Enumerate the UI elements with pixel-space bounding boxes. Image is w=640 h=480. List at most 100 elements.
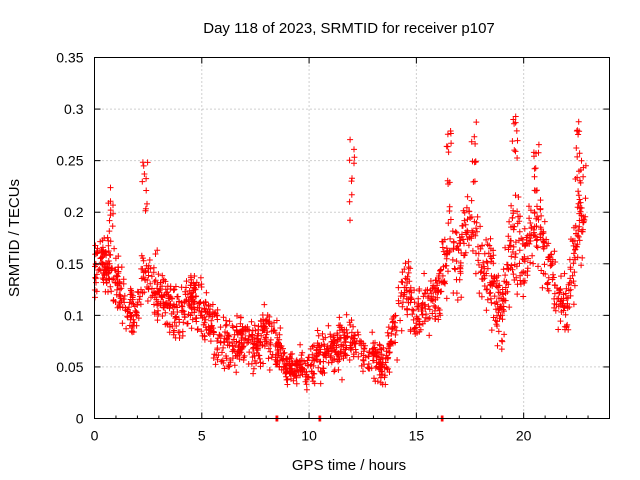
data-point xyxy=(376,341,383,348)
data-point xyxy=(507,242,514,249)
data-point xyxy=(290,377,297,384)
data-point xyxy=(110,275,117,282)
data-point xyxy=(274,334,281,341)
data-point xyxy=(477,269,484,276)
data-point xyxy=(551,290,558,297)
data-point xyxy=(265,355,272,362)
data-point xyxy=(473,119,480,126)
data-point xyxy=(509,138,516,145)
data-point xyxy=(508,262,515,269)
data-point xyxy=(475,257,482,264)
data-point xyxy=(552,307,559,314)
data-point xyxy=(415,303,422,310)
data-point xyxy=(492,317,499,324)
data-point xyxy=(531,153,537,160)
data-point xyxy=(453,245,460,251)
data-point xyxy=(510,271,517,278)
data-point xyxy=(134,299,141,306)
data-point xyxy=(134,302,141,308)
data-point xyxy=(325,350,332,357)
data-point xyxy=(520,293,527,300)
data-point xyxy=(512,119,519,126)
data-point xyxy=(111,266,118,273)
data-point xyxy=(159,313,166,319)
data-point xyxy=(571,237,578,244)
data-point xyxy=(498,337,505,344)
data-point xyxy=(303,371,310,378)
data-point xyxy=(135,315,142,322)
data-point xyxy=(434,294,441,301)
data-point xyxy=(432,313,439,320)
data-point xyxy=(110,210,117,217)
data-point xyxy=(557,318,564,325)
data-point xyxy=(373,352,380,359)
data-point xyxy=(347,136,354,143)
data-point xyxy=(230,324,237,331)
data-point xyxy=(478,293,485,300)
data-point xyxy=(270,327,277,334)
data-point xyxy=(314,352,321,359)
data-point xyxy=(251,357,258,364)
data-point xyxy=(484,296,491,303)
data-point xyxy=(394,357,401,363)
data-point xyxy=(432,304,439,311)
data-point xyxy=(219,357,226,364)
data-point xyxy=(414,329,420,336)
data-point xyxy=(576,196,583,203)
data-point xyxy=(138,286,144,293)
data-point xyxy=(118,264,125,271)
data-point xyxy=(197,312,204,319)
data-point xyxy=(102,288,109,295)
data-point xyxy=(460,252,467,259)
data-point xyxy=(582,213,589,220)
data-point xyxy=(110,202,116,209)
data-point xyxy=(373,348,380,355)
data-point xyxy=(142,205,149,212)
chart-title: Day 118 of 2023, SRMTID for receiver p10… xyxy=(203,20,495,37)
data-point xyxy=(453,290,460,297)
data-point xyxy=(509,249,516,255)
data-point xyxy=(224,342,231,349)
data-point xyxy=(541,261,548,268)
data-point xyxy=(419,320,426,327)
data-point xyxy=(233,327,240,334)
data-point xyxy=(127,285,134,292)
data-point xyxy=(101,272,108,279)
data-point xyxy=(99,237,106,244)
data-point xyxy=(515,213,522,220)
data-point xyxy=(502,290,509,297)
data-point xyxy=(506,304,513,311)
data-point xyxy=(163,320,170,327)
data-point xyxy=(134,288,141,295)
data-point xyxy=(106,217,113,224)
data-point xyxy=(468,138,475,145)
data-point xyxy=(451,265,458,272)
data-point xyxy=(395,300,402,307)
data-point xyxy=(323,346,330,353)
data-point xyxy=(447,216,454,223)
data-point xyxy=(454,297,461,303)
data-point xyxy=(506,242,513,249)
data-point xyxy=(146,257,153,263)
data-point xyxy=(527,259,534,266)
data-point xyxy=(446,247,453,254)
data-point xyxy=(194,326,201,333)
data-point xyxy=(118,285,125,292)
data-point xyxy=(416,286,423,292)
data-point xyxy=(490,278,496,285)
data-point xyxy=(527,220,534,226)
data-point xyxy=(521,279,528,286)
data-point xyxy=(164,283,171,290)
data-point xyxy=(574,153,581,160)
data-point xyxy=(289,369,296,376)
data-point xyxy=(490,260,497,267)
data-point xyxy=(580,218,587,225)
data-point xyxy=(191,304,197,311)
data-point xyxy=(541,239,548,246)
data-point xyxy=(574,254,581,261)
data-point xyxy=(568,279,575,286)
data-point xyxy=(408,289,415,296)
data-point xyxy=(576,150,583,157)
data-point xyxy=(422,287,429,294)
data-point xyxy=(168,310,175,317)
